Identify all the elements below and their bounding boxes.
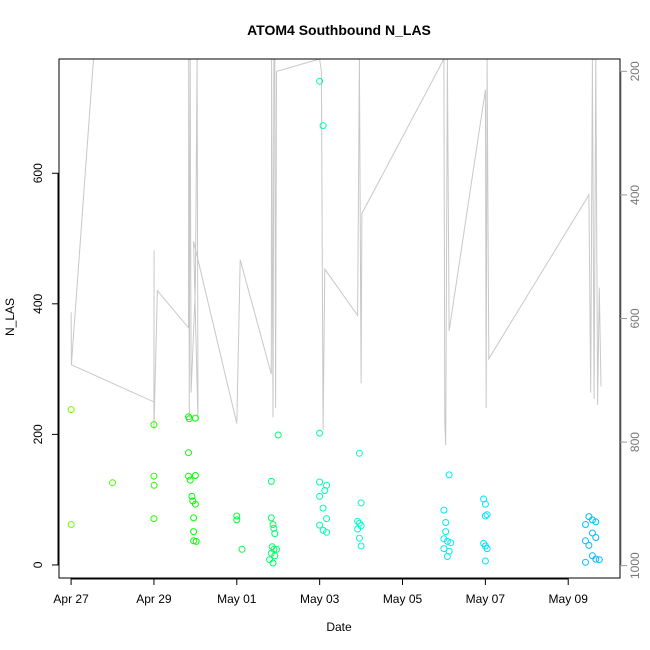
- data-point: [357, 499, 365, 507]
- data-point: [481, 557, 489, 565]
- data-point: [592, 555, 600, 563]
- data-point: [270, 524, 278, 532]
- x-tick-label: May 01: [217, 592, 257, 606]
- y-tick-label: 0: [31, 561, 45, 568]
- data-point: [481, 512, 489, 520]
- y-tick-label: 400: [31, 293, 45, 313]
- data-point: [271, 530, 279, 538]
- data-point: [354, 517, 362, 525]
- data-point: [192, 537, 200, 545]
- data-point: [150, 481, 158, 489]
- data-point: [67, 521, 75, 528]
- data-point: [269, 521, 277, 528]
- data-point: [442, 519, 450, 526]
- data-point: [316, 478, 324, 486]
- y2-tick-label: 800: [628, 432, 642, 452]
- x-tick-label: May 03: [300, 592, 340, 606]
- data-point: [319, 122, 327, 130]
- y2-tick-label: 200: [628, 61, 642, 81]
- data-point: [185, 472, 192, 480]
- point-series: [67, 77, 603, 567]
- data-point: [67, 406, 75, 414]
- x-tick-label: Apr 29: [136, 592, 172, 606]
- data-point: [190, 537, 198, 545]
- grey-line-series: [70, 59, 602, 446]
- data-point: [481, 500, 489, 508]
- data-point: [319, 504, 327, 512]
- data-point: [273, 545, 280, 553]
- data-point: [316, 521, 324, 529]
- axes: Apr 27 Apr 29 May 01 May 03 May 05 May 07 May …: [31, 58, 642, 606]
- data-point: [357, 542, 365, 550]
- grey-line: [70, 59, 602, 446]
- data-point: [238, 545, 246, 553]
- data-point: [316, 429, 324, 437]
- data-point: [592, 518, 600, 526]
- data-point: [190, 528, 198, 536]
- data-point: [150, 515, 158, 523]
- data-point: [271, 552, 279, 560]
- data-point: [440, 506, 448, 514]
- data-point: [354, 525, 362, 533]
- data-point: [588, 552, 596, 560]
- data-point: [588, 516, 596, 524]
- data-point: [443, 553, 451, 560]
- data-point: [323, 515, 331, 523]
- y2-tick-label: 600: [628, 308, 642, 328]
- data-point: [321, 487, 329, 494]
- data-point: [595, 556, 603, 564]
- data-point: [483, 511, 491, 519]
- data-point: [274, 431, 282, 439]
- data-point: [483, 545, 491, 553]
- data-point: [323, 528, 331, 536]
- data-point: [588, 529, 596, 537]
- x-axis-label: Date: [326, 620, 352, 634]
- data-point: [592, 534, 600, 541]
- data-point: [447, 539, 455, 547]
- data-point: [150, 421, 158, 429]
- data-point: [585, 513, 593, 521]
- data-point: [269, 559, 277, 567]
- data-point: [267, 477, 275, 485]
- data-point: [445, 471, 453, 479]
- data-point: [582, 558, 589, 566]
- data-point: [582, 521, 589, 528]
- data-point: [355, 534, 363, 542]
- chart-title: ATOM4 Southbound N_LAS: [247, 22, 431, 38]
- data-point: [442, 528, 450, 536]
- data-point: [316, 77, 324, 85]
- data-point: [150, 472, 158, 480]
- data-point: [319, 526, 327, 534]
- data-point: [191, 472, 199, 479]
- y-axis-label: N_LAS: [3, 298, 17, 336]
- x-tick-label: May 07: [466, 592, 506, 606]
- data-point: [316, 492, 324, 500]
- x-tick-label: May 09: [549, 592, 589, 606]
- data-point: [186, 476, 194, 484]
- y-tick-label: 600: [31, 163, 45, 183]
- data-point: [585, 541, 593, 549]
- y2-tick-label: 1000: [628, 552, 642, 579]
- data-point: [266, 556, 274, 564]
- data-point: [188, 492, 196, 500]
- data-point: [191, 500, 199, 508]
- data-point: [233, 512, 241, 520]
- y-tick-label: 200: [31, 424, 45, 444]
- data-point: [185, 449, 192, 457]
- x-tick-label: Apr 27: [53, 592, 89, 606]
- plot-frame: [58, 58, 621, 579]
- data-point: [233, 516, 241, 524]
- y2-tick-label: 400: [628, 185, 642, 205]
- data-point: [443, 537, 451, 545]
- data-point: [190, 514, 198, 522]
- data-point: [582, 537, 589, 545]
- x-tick-label: May 05: [383, 592, 423, 606]
- data-point: [109, 479, 116, 487]
- data-point: [267, 514, 275, 522]
- data-point: [355, 449, 363, 457]
- data-point: [191, 414, 199, 422]
